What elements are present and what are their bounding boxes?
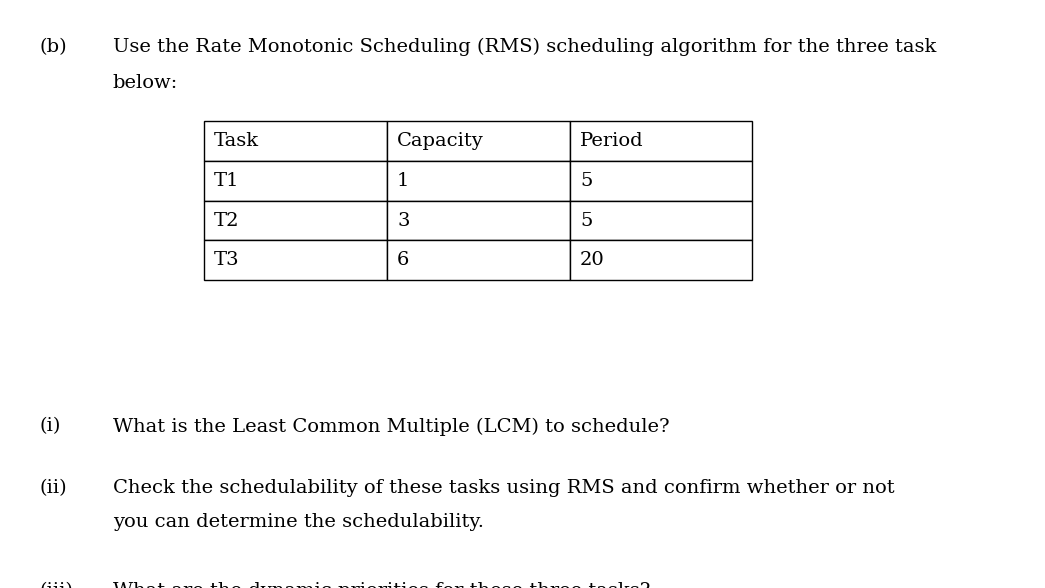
Bar xyxy=(204,201,387,240)
Text: 6: 6 xyxy=(397,252,410,269)
Text: T3: T3 xyxy=(214,252,240,269)
Text: T1: T1 xyxy=(214,172,239,189)
Text: 1: 1 xyxy=(397,172,410,189)
Text: Period: Period xyxy=(580,132,644,149)
Bar xyxy=(204,161,387,201)
Text: T2: T2 xyxy=(214,212,239,229)
Bar xyxy=(204,121,387,161)
Text: Capacity: Capacity xyxy=(397,132,484,149)
Text: (ii): (ii) xyxy=(40,479,67,497)
Bar xyxy=(570,161,752,201)
Text: Use the Rate Monotonic Scheduling (RMS) scheduling algorithm for the three task: Use the Rate Monotonic Scheduling (RMS) … xyxy=(113,38,936,56)
Bar xyxy=(570,240,752,280)
Text: 5: 5 xyxy=(580,172,593,189)
Bar xyxy=(204,240,387,280)
Bar xyxy=(570,201,752,240)
Bar xyxy=(387,161,570,201)
Text: (iii): (iii) xyxy=(40,582,73,588)
Text: What are the dynamic priorities for these three tasks?: What are the dynamic priorities for thes… xyxy=(113,582,650,588)
Text: (b): (b) xyxy=(40,38,67,56)
Bar xyxy=(387,121,570,161)
Text: below:: below: xyxy=(113,74,178,92)
Text: you can determine the schedulability.: you can determine the schedulability. xyxy=(113,513,484,532)
Text: 5: 5 xyxy=(580,212,593,229)
Text: 20: 20 xyxy=(580,252,605,269)
Bar xyxy=(570,121,752,161)
Bar xyxy=(387,240,570,280)
Text: Task: Task xyxy=(214,132,259,149)
Text: (i): (i) xyxy=(40,417,61,436)
Text: 3: 3 xyxy=(397,212,410,229)
Text: What is the Least Common Multiple (LCM) to schedule?: What is the Least Common Multiple (LCM) … xyxy=(113,417,670,436)
Text: Check the schedulability of these tasks using RMS and confirm whether or not: Check the schedulability of these tasks … xyxy=(113,479,895,497)
Bar xyxy=(387,201,570,240)
